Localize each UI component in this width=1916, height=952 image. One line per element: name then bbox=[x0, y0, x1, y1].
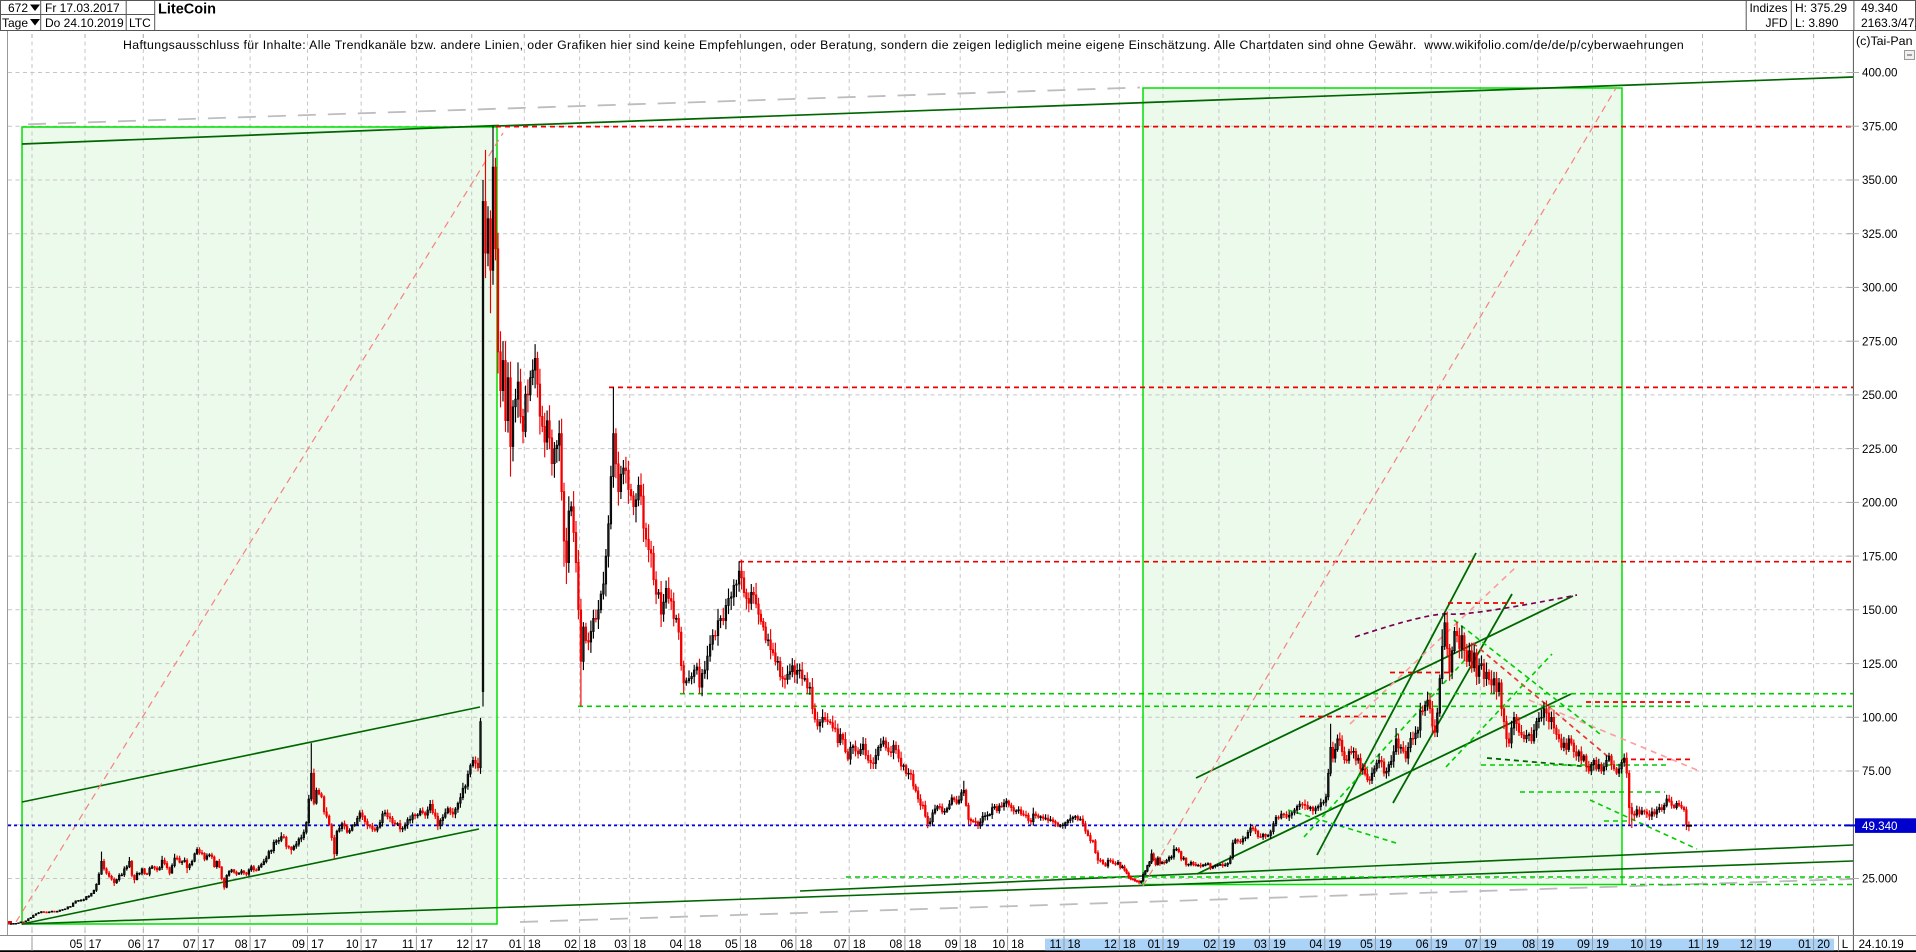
svg-text:18: 18 bbox=[908, 938, 921, 951]
svg-text:09: 09 bbox=[945, 938, 958, 951]
svg-text:Indizes: Indizes bbox=[1749, 1, 1787, 15]
svg-text:150.00: 150.00 bbox=[1862, 604, 1897, 617]
svg-text:05: 05 bbox=[70, 938, 83, 951]
svg-text:06: 06 bbox=[1416, 938, 1429, 951]
svg-text:17: 17 bbox=[202, 938, 215, 951]
svg-text:07: 07 bbox=[1465, 938, 1478, 951]
svg-text:18: 18 bbox=[853, 938, 866, 951]
svg-text:06: 06 bbox=[780, 938, 793, 951]
svg-text:17: 17 bbox=[420, 938, 433, 951]
svg-text:Haftungsausschluss für Inhalte: Haftungsausschluss für Inhalte: Alle Tre… bbox=[123, 38, 1684, 52]
svg-text:10: 10 bbox=[346, 938, 359, 951]
svg-text:H: 375.29: H: 375.29 bbox=[1795, 1, 1847, 15]
svg-text:07: 07 bbox=[183, 938, 196, 951]
svg-text:18: 18 bbox=[964, 938, 977, 951]
svg-text:11: 11 bbox=[1049, 938, 1061, 951]
svg-text:19: 19 bbox=[1167, 938, 1180, 951]
svg-text:2163.3/47.2: 2163.3/47.2 bbox=[1861, 16, 1916, 30]
svg-text:19: 19 bbox=[1379, 938, 1392, 951]
svg-text:375.00: 375.00 bbox=[1862, 120, 1897, 133]
svg-text:17: 17 bbox=[475, 938, 488, 951]
svg-text:08: 08 bbox=[1522, 938, 1535, 951]
svg-text:10: 10 bbox=[1630, 938, 1643, 951]
svg-text:01: 01 bbox=[509, 938, 522, 951]
svg-text:325.00: 325.00 bbox=[1862, 228, 1897, 241]
svg-text:24.10.19: 24.10.19 bbox=[1859, 938, 1904, 951]
svg-text:18: 18 bbox=[583, 938, 596, 951]
svg-text:18: 18 bbox=[744, 938, 757, 951]
svg-text:175.00: 175.00 bbox=[1862, 550, 1897, 563]
svg-text:03: 03 bbox=[1254, 938, 1267, 951]
svg-text:08: 08 bbox=[889, 938, 902, 951]
svg-text:18: 18 bbox=[528, 938, 541, 951]
svg-text:05: 05 bbox=[725, 938, 738, 951]
svg-text:250.00: 250.00 bbox=[1862, 389, 1897, 402]
svg-text:18: 18 bbox=[633, 938, 646, 951]
svg-text:18: 18 bbox=[1011, 938, 1024, 951]
svg-text:06: 06 bbox=[128, 938, 141, 951]
svg-text:17: 17 bbox=[254, 938, 267, 951]
svg-text:(c)Tai-Pan: (c)Tai-Pan bbox=[1856, 34, 1913, 48]
svg-text:08: 08 bbox=[235, 938, 248, 951]
svg-text:02: 02 bbox=[1203, 938, 1216, 951]
svg-text:11: 11 bbox=[1688, 938, 1700, 951]
svg-text:18: 18 bbox=[799, 938, 812, 951]
svg-text:19: 19 bbox=[1541, 938, 1554, 951]
svg-text:04: 04 bbox=[670, 938, 683, 951]
svg-text:12: 12 bbox=[456, 938, 469, 951]
svg-text:10: 10 bbox=[992, 938, 1005, 951]
svg-text:JFD: JFD bbox=[1766, 16, 1788, 30]
svg-text:350.00: 350.00 bbox=[1862, 174, 1897, 187]
svg-text:Tage: Tage bbox=[2, 16, 28, 30]
svg-text:18: 18 bbox=[689, 938, 702, 951]
svg-text:LTC: LTC bbox=[129, 16, 151, 30]
svg-text:100.00: 100.00 bbox=[1862, 712, 1897, 725]
svg-text:12: 12 bbox=[1104, 938, 1117, 951]
svg-text:12: 12 bbox=[1740, 938, 1753, 951]
svg-text:19: 19 bbox=[1706, 938, 1719, 951]
svg-text:Fr 17.03.2017: Fr 17.03.2017 bbox=[45, 1, 120, 15]
svg-text:125.00: 125.00 bbox=[1862, 658, 1897, 671]
svg-text:17: 17 bbox=[147, 938, 160, 951]
svg-text:17: 17 bbox=[365, 938, 378, 951]
svg-text:03: 03 bbox=[614, 938, 627, 951]
svg-text:19: 19 bbox=[1435, 938, 1448, 951]
svg-text:200.00: 200.00 bbox=[1862, 497, 1897, 510]
svg-text:49.340: 49.340 bbox=[1861, 1, 1898, 15]
svg-text:25.000: 25.000 bbox=[1862, 873, 1897, 886]
svg-text:17: 17 bbox=[311, 938, 324, 951]
svg-text:11: 11 bbox=[402, 938, 414, 951]
svg-text:01: 01 bbox=[1148, 938, 1161, 951]
svg-text:19: 19 bbox=[1222, 938, 1235, 951]
svg-text:09: 09 bbox=[1577, 938, 1590, 951]
svg-text:300.00: 300.00 bbox=[1862, 282, 1897, 295]
svg-text:LiteCoin: LiteCoin bbox=[158, 2, 216, 18]
svg-text:04: 04 bbox=[1309, 938, 1322, 951]
svg-text:Do 24.10.2019: Do 24.10.2019 bbox=[45, 16, 124, 30]
svg-text:09: 09 bbox=[292, 938, 305, 951]
svg-text:400.00: 400.00 bbox=[1862, 67, 1897, 80]
svg-text:225.00: 225.00 bbox=[1862, 443, 1897, 456]
svg-text:L: L bbox=[1842, 938, 1849, 951]
svg-text:05: 05 bbox=[1360, 938, 1373, 951]
svg-text:19: 19 bbox=[1649, 938, 1662, 951]
svg-text:07: 07 bbox=[834, 938, 847, 951]
svg-text:L: 3.890: L: 3.890 bbox=[1795, 16, 1839, 30]
svg-text:19: 19 bbox=[1484, 938, 1497, 951]
svg-text:672: 672 bbox=[8, 1, 28, 15]
svg-text:01: 01 bbox=[1798, 938, 1811, 951]
svg-text:19: 19 bbox=[1759, 938, 1772, 951]
svg-text:275.00: 275.00 bbox=[1862, 335, 1897, 348]
svg-text:19: 19 bbox=[1273, 938, 1286, 951]
svg-text:17: 17 bbox=[89, 938, 102, 951]
svg-text:49.340: 49.340 bbox=[1862, 820, 1897, 833]
svg-text:20: 20 bbox=[1817, 938, 1830, 951]
svg-text:75.00: 75.00 bbox=[1862, 765, 1891, 778]
svg-text:18: 18 bbox=[1068, 938, 1081, 951]
svg-text:19: 19 bbox=[1328, 938, 1341, 951]
svg-text:02: 02 bbox=[564, 938, 577, 951]
svg-text:18: 18 bbox=[1123, 938, 1136, 951]
svg-text:19: 19 bbox=[1596, 938, 1609, 951]
